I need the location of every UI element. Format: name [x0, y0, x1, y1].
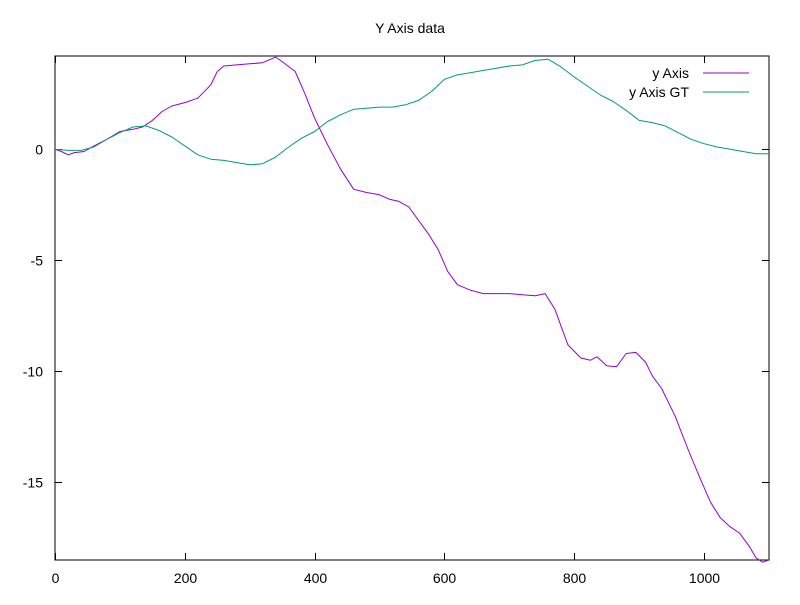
- x-tick-label: 400: [304, 570, 328, 586]
- series-line-y-axis-gt: [54, 58, 769, 166]
- x-tick-label: 1000: [689, 570, 720, 586]
- plot-frame: [54, 55, 770, 561]
- x-tick-label: 200: [174, 570, 198, 586]
- y-tick-label: -15: [23, 475, 43, 491]
- series-layer: [54, 56, 770, 563]
- x-tick-label: 600: [433, 570, 457, 586]
- chart-title: Y Axis data: [375, 20, 445, 36]
- x-tick-label: 0: [52, 570, 60, 586]
- plot-border: [54, 55, 770, 561]
- x-tick-label: 800: [563, 570, 587, 586]
- x-axis: 0 200 400 600 800 1000: [52, 56, 720, 586]
- y-axis: 0 -5 -10 -15: [23, 142, 769, 491]
- y-tick-label: -10: [23, 364, 43, 380]
- legend-label: y Axis GT: [629, 84, 689, 100]
- y-tick-label: 0: [35, 142, 43, 158]
- legend: y Axis y Axis GT: [629, 65, 749, 100]
- y-tick-label: -5: [31, 253, 44, 269]
- legend-label: y Axis: [652, 65, 689, 81]
- series-line-y-axis: [54, 56, 770, 563]
